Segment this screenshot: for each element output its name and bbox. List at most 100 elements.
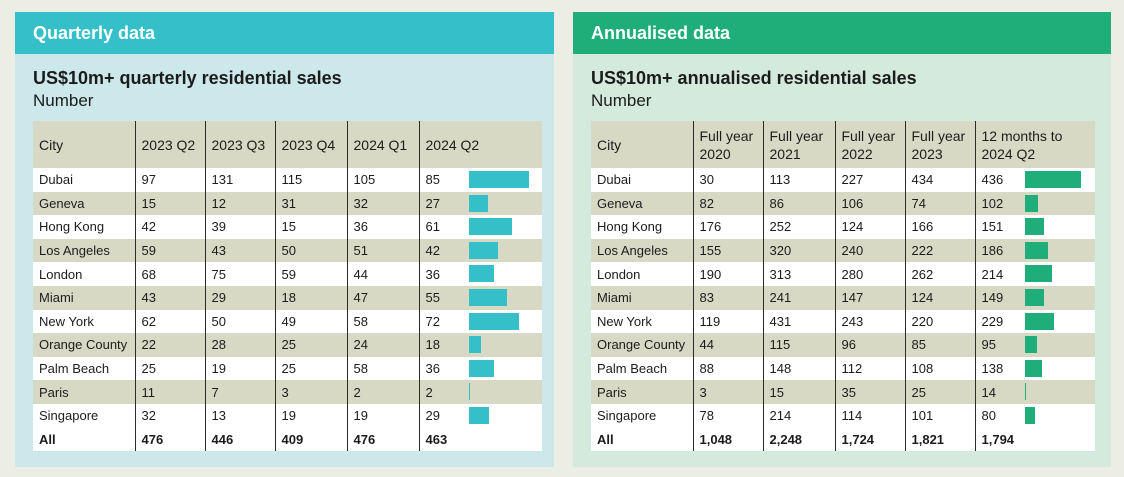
quarterly-value-cell: 36 xyxy=(419,262,542,286)
quarterly-bar-value-label: 2 xyxy=(425,384,433,400)
annualised-value-cell: 214 xyxy=(763,403,836,428)
quarterly-city-cell: New York xyxy=(33,309,136,334)
quarterly-value-cell: 62 xyxy=(135,309,206,334)
annualised-value-cell: 241 xyxy=(763,285,836,310)
quarterly-city-cell: Dubai xyxy=(33,168,136,192)
quarterly-bar xyxy=(468,336,482,354)
annualised-value-cell: 240 xyxy=(835,238,906,263)
quarterly-table-row: Miami 43 29 18 47 55 xyxy=(33,285,542,310)
annualised-value-cell: 434 xyxy=(905,168,976,192)
quarterly-value-cell: 61 xyxy=(419,215,542,239)
quarterly-value-cell: 25 xyxy=(275,333,348,357)
quarterly-value-cell: 50 xyxy=(275,238,348,263)
annualised-value-cell: 119 xyxy=(693,309,764,334)
annualised-value-cell: 35 xyxy=(835,380,906,404)
quarterly-bar xyxy=(468,171,529,188)
quarterly-column-header: 2023 Q2 xyxy=(135,121,206,168)
quarterly-value-cell: 59 xyxy=(135,238,206,263)
annualised-panel: Annualised data US$10m+ annualised resid… xyxy=(573,12,1111,467)
annualised-value-cell: 1,821 xyxy=(905,427,976,452)
annualised-bar-value-label: 186 xyxy=(981,243,1004,259)
quarterly-value-cell: 2 xyxy=(419,380,542,404)
quarterly-value-cell: 15 xyxy=(275,215,348,239)
quarterly-table: City 2023 Q2 2023 Q3 2023 Q4 2024 Q1 2024 Q2 … xyxy=(33,121,542,452)
quarterly-bar xyxy=(468,288,508,306)
quarterly-bar xyxy=(468,406,489,424)
annualised-value-cell: 101 xyxy=(905,403,976,428)
annualised-value-cell: 147 xyxy=(835,285,906,310)
quarterly-panel: Quarterly data US$10m+ quarterly residen… xyxy=(15,12,554,467)
annualised-value-cell: 115 xyxy=(763,333,836,357)
quarterly-value-cell: 72 xyxy=(419,309,542,334)
quarterly-value-cell: 3 xyxy=(275,380,348,404)
quarterly-value-cell: 2 xyxy=(347,380,420,404)
annualised-bar-value-label: 80 xyxy=(981,408,996,424)
annualised-column-header: Full year 2022 xyxy=(835,121,906,168)
quarterly-value-cell: 29 xyxy=(205,285,276,310)
quarterly-column-header: 2023 Q3 xyxy=(205,121,276,168)
quarterly-value-cell: 18 xyxy=(275,285,348,310)
quarterly-value-cell: 42 xyxy=(135,215,206,239)
annualised-bar-value-label: 436 xyxy=(981,172,1004,188)
annualised-value-cell: 83 xyxy=(693,285,764,310)
annualised-table: City Full year 2020 Full year 2021 Full yea… xyxy=(591,121,1095,452)
annualised-value-cell: 436 xyxy=(975,168,1095,192)
annualised-value-cell: 151 xyxy=(975,215,1095,239)
quarterly-value-cell: 463 xyxy=(419,427,542,452)
annualised-value-cell: 82 xyxy=(693,191,764,216)
annualised-bar-value-label: 14 xyxy=(981,384,996,400)
quarterly-bar xyxy=(468,218,512,236)
quarterly-city-cell: Paris xyxy=(33,380,136,404)
annualised-bar-value-label: 151 xyxy=(981,219,1004,235)
quarterly-value-cell: 36 xyxy=(347,215,420,239)
annualised-panel-header: Annualised data xyxy=(573,12,1111,54)
annualised-value-cell: 280 xyxy=(835,262,906,286)
quarterly-city-cell: All xyxy=(33,427,136,452)
quarterly-table-header-row: City 2023 Q2 2023 Q3 2023 Q4 2024 Q1 2024 Q2 xyxy=(33,121,542,168)
quarterly-value-cell: 131 xyxy=(205,168,276,192)
quarterly-value-cell: 31 xyxy=(275,191,348,216)
annualised-bar-value-label: 95 xyxy=(981,337,996,353)
quarterly-value-cell: 49 xyxy=(275,309,348,334)
annualised-bar-value-label: 229 xyxy=(981,313,1004,329)
quarterly-bar-value-label: 27 xyxy=(425,195,440,211)
annualised-value-cell: 124 xyxy=(835,215,906,239)
annualised-value-cell: 252 xyxy=(763,215,836,239)
annualised-value-cell: 14 xyxy=(975,380,1095,404)
quarterly-table-row: Geneva 15 12 31 32 27 xyxy=(33,191,542,216)
quarterly-table-row: Dubai 97 131 115 105 85 xyxy=(33,168,542,192)
annualised-value-cell: 138 xyxy=(975,356,1095,381)
annualised-value-cell: 1,048 xyxy=(693,427,764,452)
annualised-bar-value-label: 102 xyxy=(981,195,1004,211)
annualised-bar xyxy=(1024,194,1038,212)
annualised-value-cell: 229 xyxy=(975,309,1095,334)
quarterly-city-cell: Orange County xyxy=(33,333,136,357)
annualised-value-cell: 190 xyxy=(693,262,764,286)
annualised-bar xyxy=(1024,241,1049,259)
annualised-bar-value-label: 1,794 xyxy=(981,431,1015,447)
quarterly-value-cell: 19 xyxy=(275,403,348,428)
quarterly-city-cell: Los Angeles xyxy=(33,238,136,263)
annualised-value-cell: 95 xyxy=(975,333,1095,357)
annualised-value-cell: 313 xyxy=(763,262,836,286)
annualised-value-cell: 25 xyxy=(905,380,976,404)
annualised-bar xyxy=(1024,218,1044,236)
annualised-value-cell: 148 xyxy=(763,356,836,381)
quarterly-bar xyxy=(468,241,499,259)
quarterly-value-cell: 36 xyxy=(419,356,542,381)
quarterly-value-cell: 476 xyxy=(135,427,206,452)
quarterly-value-cell: 24 xyxy=(347,333,420,357)
quarterly-value-cell: 51 xyxy=(347,238,420,263)
quarterly-value-cell: 409 xyxy=(275,427,348,452)
quarterly-value-cell: 105 xyxy=(347,168,420,192)
annualised-table-row: Dubai 30 113 227 434 436 xyxy=(591,168,1095,192)
quarterly-value-cell: 18 xyxy=(419,333,542,357)
quarterly-bar xyxy=(468,194,488,212)
quarterly-value-cell: 25 xyxy=(135,356,206,381)
annualised-city-cell: All xyxy=(591,427,694,452)
quarterly-value-cell: 75 xyxy=(205,262,276,286)
quarterly-bar-value-label: 18 xyxy=(425,337,440,353)
annualised-city-cell: New York xyxy=(591,309,694,334)
annualised-column-header: 12 months to 2024 Q2 xyxy=(975,121,1095,168)
annualised-table-row: Paris 3 15 35 25 14 xyxy=(591,380,1095,404)
